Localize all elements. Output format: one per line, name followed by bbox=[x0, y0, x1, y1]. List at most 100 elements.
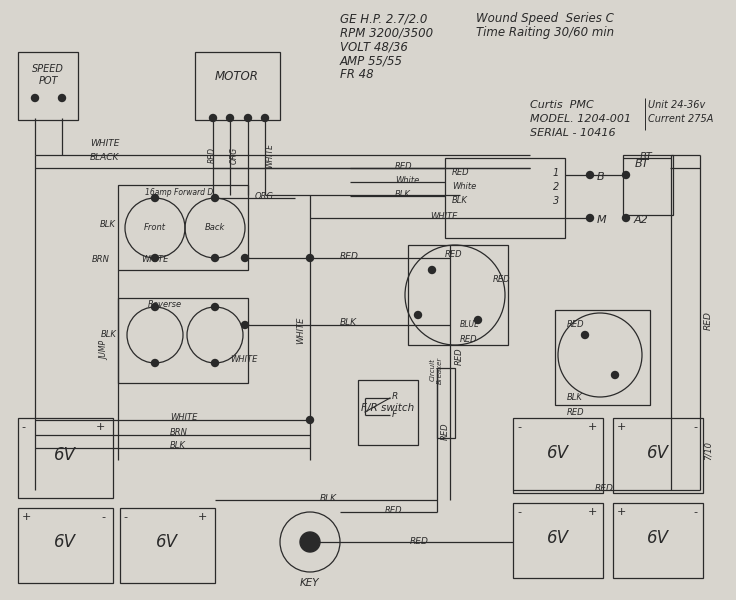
Text: FR 48: FR 48 bbox=[340, 68, 374, 81]
Text: WHITE: WHITE bbox=[90, 139, 119, 148]
Text: RED: RED bbox=[493, 275, 511, 284]
Text: BRN: BRN bbox=[92, 255, 110, 264]
Text: +: + bbox=[617, 507, 626, 517]
Text: RED: RED bbox=[410, 537, 429, 546]
Circle shape bbox=[227, 115, 233, 121]
Text: Reverse: Reverse bbox=[148, 300, 182, 309]
Text: RED: RED bbox=[460, 335, 478, 344]
Bar bbox=[408, 245, 508, 345]
Text: 7/10: 7/10 bbox=[704, 441, 713, 460]
Text: Wound Speed  Series C: Wound Speed Series C bbox=[476, 12, 614, 25]
Text: BLK: BLK bbox=[170, 441, 186, 450]
Text: Unit 24-36v: Unit 24-36v bbox=[648, 100, 705, 110]
Circle shape bbox=[623, 214, 629, 221]
Circle shape bbox=[306, 416, 314, 424]
Text: M: M bbox=[597, 215, 606, 225]
Text: 6V: 6V bbox=[647, 444, 669, 462]
Text: 6V: 6V bbox=[54, 533, 76, 551]
Text: -: - bbox=[693, 507, 697, 517]
Text: -: - bbox=[517, 422, 521, 432]
Text: GE H.P. 2.7/2.0: GE H.P. 2.7/2.0 bbox=[340, 12, 428, 25]
Text: MODEL. 1204-001: MODEL. 1204-001 bbox=[530, 114, 631, 124]
Circle shape bbox=[581, 331, 589, 338]
Text: MOTOR: MOTOR bbox=[215, 70, 259, 82]
Text: BLACK: BLACK bbox=[90, 153, 119, 162]
Text: RED: RED bbox=[455, 347, 464, 365]
Text: RPM 3200/3500: RPM 3200/3500 bbox=[340, 26, 433, 39]
Text: +: + bbox=[22, 512, 32, 522]
Circle shape bbox=[587, 214, 593, 221]
Bar bbox=[118, 298, 248, 383]
Text: Current 275A: Current 275A bbox=[648, 114, 713, 124]
Text: BLK: BLK bbox=[567, 393, 583, 402]
Text: 6V: 6V bbox=[647, 529, 669, 547]
Text: +: + bbox=[96, 422, 105, 432]
Text: A2: A2 bbox=[634, 215, 648, 225]
Text: 3: 3 bbox=[553, 196, 559, 206]
Text: 6V: 6V bbox=[547, 444, 569, 462]
Circle shape bbox=[475, 317, 481, 323]
Text: +: + bbox=[617, 422, 626, 432]
Text: RED: RED bbox=[567, 408, 584, 417]
Text: B: B bbox=[597, 172, 605, 182]
Text: RED: RED bbox=[595, 484, 614, 493]
Circle shape bbox=[211, 359, 219, 367]
Bar bbox=[195, 52, 280, 120]
Bar bbox=[118, 185, 248, 270]
Text: BT: BT bbox=[640, 152, 653, 162]
Text: BT: BT bbox=[635, 159, 649, 169]
Circle shape bbox=[58, 94, 66, 101]
Text: VOLT 48/36: VOLT 48/36 bbox=[340, 40, 408, 53]
Text: BLK: BLK bbox=[395, 190, 411, 199]
Bar bbox=[358, 380, 418, 445]
Text: -: - bbox=[693, 422, 697, 432]
Text: ORG: ORG bbox=[255, 192, 274, 201]
Circle shape bbox=[152, 194, 158, 202]
Text: RED: RED bbox=[441, 422, 450, 440]
Text: White: White bbox=[452, 182, 476, 191]
Text: JUMP: JUMP bbox=[100, 341, 109, 360]
Text: +: + bbox=[587, 507, 597, 517]
Bar bbox=[513, 418, 603, 493]
Text: -: - bbox=[124, 512, 128, 522]
Text: BLK: BLK bbox=[452, 196, 468, 205]
Circle shape bbox=[152, 304, 158, 311]
Text: -: - bbox=[517, 507, 521, 517]
Circle shape bbox=[612, 371, 618, 379]
Text: WHITE: WHITE bbox=[141, 255, 169, 264]
Text: +: + bbox=[198, 512, 207, 522]
Text: BLK: BLK bbox=[101, 330, 117, 339]
Text: 6V: 6V bbox=[156, 533, 178, 551]
Text: RED: RED bbox=[208, 147, 217, 163]
Text: BLK: BLK bbox=[320, 494, 337, 503]
Text: RED: RED bbox=[385, 506, 403, 515]
Text: RED: RED bbox=[452, 168, 470, 177]
Text: WHITE: WHITE bbox=[230, 355, 258, 364]
Circle shape bbox=[300, 532, 320, 552]
Text: -: - bbox=[101, 512, 105, 522]
Text: WHITE: WHITE bbox=[170, 413, 197, 422]
Circle shape bbox=[210, 115, 216, 121]
Circle shape bbox=[211, 254, 219, 262]
Circle shape bbox=[241, 254, 249, 262]
Text: KEY: KEY bbox=[300, 578, 320, 588]
Text: 6V: 6V bbox=[547, 529, 569, 547]
Circle shape bbox=[306, 254, 314, 262]
Text: RED: RED bbox=[704, 311, 713, 330]
Circle shape bbox=[241, 322, 249, 329]
Circle shape bbox=[32, 94, 38, 101]
Text: -: - bbox=[22, 422, 26, 432]
Circle shape bbox=[261, 115, 269, 121]
Bar bbox=[513, 503, 603, 578]
Bar bbox=[613, 503, 703, 578]
Text: Time Raiting 30/60 min: Time Raiting 30/60 min bbox=[476, 26, 614, 39]
Text: R: R bbox=[392, 392, 398, 401]
Circle shape bbox=[152, 359, 158, 367]
Text: SPEED
POT: SPEED POT bbox=[32, 64, 64, 86]
Text: Back: Back bbox=[205, 223, 225, 232]
Text: WHITE: WHITE bbox=[265, 142, 274, 167]
Text: 6V: 6V bbox=[54, 446, 76, 464]
Bar bbox=[445, 158, 565, 238]
Text: Curtis  PMC: Curtis PMC bbox=[530, 100, 594, 110]
Text: Circuit
Breaker: Circuit Breaker bbox=[430, 356, 443, 383]
